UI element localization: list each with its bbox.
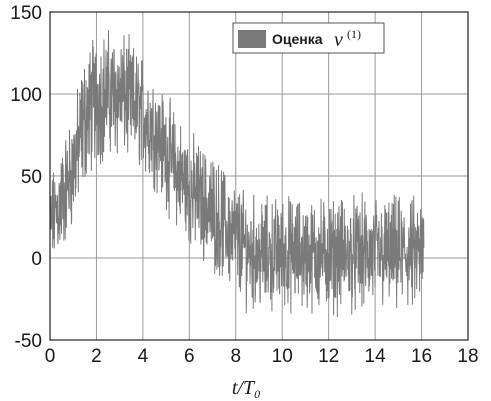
x-tick-label: 16 (411, 346, 432, 367)
legend: Оценка ν (1) (232, 22, 385, 54)
y-tick-label: 0 (31, 249, 42, 270)
x-tick-label: 10 (272, 346, 293, 367)
axes-box (49, 11, 469, 341)
legend-swatch (238, 30, 266, 48)
x-axis-label-main: t/T (232, 377, 256, 399)
series-line (49, 30, 425, 318)
legend-symbol: ν (334, 29, 343, 51)
y-tick-labels: -50 0 50 100 150 (10, 3, 42, 352)
y-tick-label: 50 (21, 167, 42, 188)
x-tick-label: 12 (318, 346, 339, 367)
x-tick-label: 2 (91, 346, 102, 367)
x-tick-label: 14 (365, 346, 387, 367)
plot-frame (49, 11, 469, 341)
y-tick-label: 100 (10, 85, 42, 106)
x-tick-label: 0 (45, 346, 56, 367)
x-tick-label: 18 (457, 346, 478, 367)
legend-label: Оценка (272, 31, 323, 47)
legend-superscript: (1) (347, 27, 361, 41)
y-tick-label: -50 (15, 331, 42, 352)
x-axis-label: t/T0 (232, 377, 260, 401)
x-tick-label: 4 (138, 346, 149, 367)
y-tick-label: 150 (10, 3, 42, 24)
series-estimate (49, 30, 425, 318)
x-tick-label: 8 (230, 346, 241, 367)
x-tick-label: 6 (184, 346, 195, 367)
x-axis-label-subscript: 0 (254, 387, 260, 401)
x-tick-labels: 0 2 4 6 8 10 12 14 16 18 (45, 346, 479, 367)
